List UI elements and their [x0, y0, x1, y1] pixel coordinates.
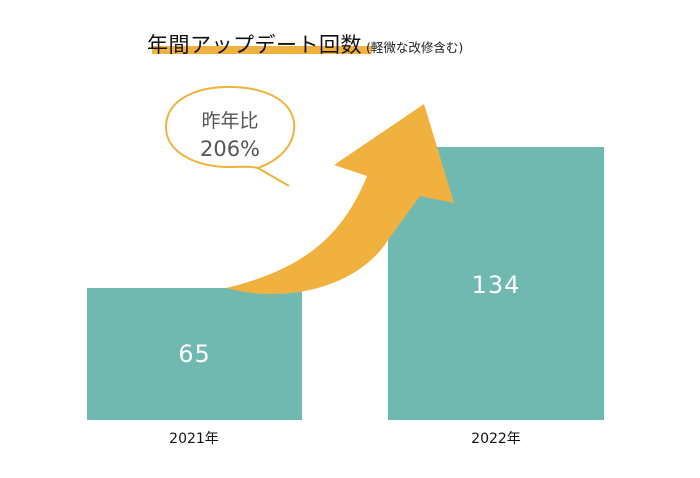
chart-title-block: 年間アップデート回数 (軽微な改修含む)	[147, 29, 464, 57]
x-label-2021: 2021年	[169, 431, 219, 447]
speech-bubble-icon	[164, 85, 296, 187]
callout-value: 206%	[199, 137, 261, 161]
bar-value-2021: 65	[178, 340, 211, 368]
bar-2021: 65	[87, 288, 302, 420]
growth-arrow-icon	[226, 104, 454, 295]
x-label-2022: 2022年	[471, 431, 521, 447]
title-highlight	[152, 46, 372, 54]
bar-value-2022: 134	[471, 271, 521, 299]
chart-subtitle: (軽微な改修含む)	[366, 40, 464, 55]
callout-label: 昨年比	[201, 110, 259, 132]
chart-title: 年間アップデート回数	[147, 33, 362, 57]
